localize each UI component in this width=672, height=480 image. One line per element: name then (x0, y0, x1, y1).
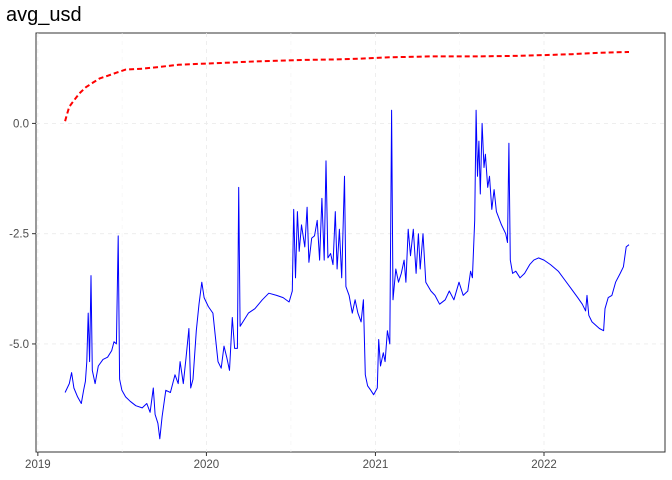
grid-lines (36, 33, 665, 452)
y-tick-label: -2.5 (9, 229, 29, 241)
plot-panel (35, 32, 666, 453)
chart-title: avg_usd (6, 4, 82, 26)
dashed-series-line (64, 51, 629, 122)
y-tick-label: 0.0 (13, 118, 29, 130)
x-tick-label: 2022 (531, 459, 557, 471)
x-tick-label: 2019 (25, 459, 51, 471)
x-tick-label: 2020 (194, 459, 220, 471)
x-tick-label: 2021 (363, 459, 389, 471)
axis-layer: 2019 2020 2021 2022 0.0 -2.5 -5.0 (9, 118, 557, 471)
solid-series-line (64, 109, 630, 440)
y-tick-label: -5.0 (9, 339, 29, 351)
series-layer (64, 51, 630, 440)
